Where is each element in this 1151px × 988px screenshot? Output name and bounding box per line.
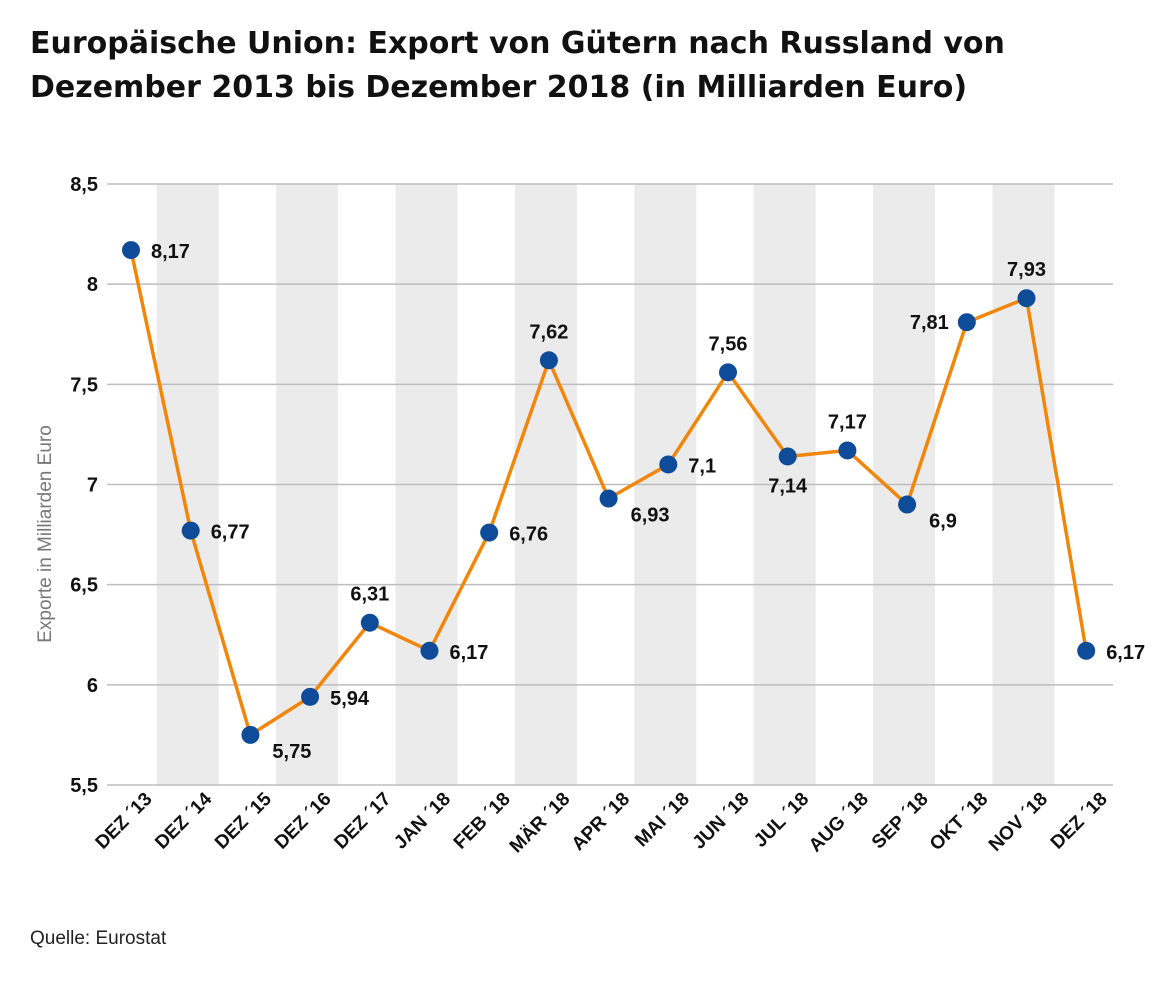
data-point-9	[659, 455, 678, 474]
x-tick-label-1: DEZ ´14	[151, 788, 216, 853]
x-tick-label-7: MÄR ´18	[506, 789, 575, 858]
data-point-5	[420, 641, 439, 660]
x-tick-label-6: FEB ´18	[450, 789, 515, 854]
x-tick-label-15: NOV ´18	[985, 789, 1052, 856]
y-tick-label-3: 7	[87, 475, 98, 497]
x-tick-label-14: OKT ´18	[926, 789, 992, 855]
data-point-10	[719, 363, 737, 382]
data-label-7: 7,62	[529, 321, 568, 343]
data-point-2	[241, 725, 260, 744]
data-point-15	[1017, 289, 1036, 308]
data-point-11	[778, 447, 797, 466]
data-point-7	[539, 351, 558, 370]
series-points	[122, 241, 1096, 744]
data-point-14	[957, 313, 976, 332]
data-label-11: 7,14	[768, 475, 808, 497]
x-tick-label-5: JAN ´18	[390, 789, 455, 854]
x-tick-label-8: APR ´18	[568, 789, 634, 855]
data-labels: 8,176,775,755,946,316,176,767,626,937,17…	[151, 241, 1145, 763]
y-tick-label-2: 6,5	[70, 575, 98, 597]
x-tick-label-16: DEZ ´18	[1047, 789, 1112, 854]
x-tick-label-3: DEZ ´16	[271, 789, 336, 854]
x-tick-label-4: DEZ ´17	[330, 789, 395, 854]
y-tick-label-6: 8,5	[70, 174, 98, 196]
data-point-8	[599, 489, 618, 508]
data-point-13	[898, 495, 917, 514]
data-label-9: 7,1	[688, 455, 716, 477]
x-tick-label-2: DEZ ´15	[211, 788, 276, 853]
data-label-10: 7,56	[709, 333, 748, 355]
source-note: Quelle: Eurostat	[30, 928, 167, 949]
y-tick-label-4: 7,5	[70, 374, 98, 396]
x-tick-label-12: AUG ´18	[805, 789, 873, 857]
y-axis-label: Exporte in Milliarden Euro	[35, 425, 56, 643]
data-point-1	[181, 521, 200, 540]
chart-title: Europäische Union: Export von Gütern nac…	[30, 22, 1110, 110]
x-tick-label-0: DEZ ´13	[92, 789, 157, 854]
data-label-12: 7,17	[828, 411, 867, 433]
data-point-12	[838, 441, 857, 460]
data-label-5: 6,17	[450, 642, 489, 664]
data-label-8: 6,93	[631, 505, 670, 527]
chart-gridlines	[107, 183, 1113, 786]
x-tick-label-11: JUL ´18	[750, 789, 813, 852]
data-label-14: 7,81	[910, 312, 949, 334]
data-point-16	[1077, 641, 1096, 660]
data-label-6: 6,76	[509, 524, 548, 546]
title-line-1: Europäische Union: Export von Gütern nac…	[30, 26, 1005, 61]
data-label-3: 5,94	[330, 688, 370, 710]
data-label-0: 8,17	[151, 241, 190, 263]
y-axis-ticks: 5,5 6 6,5 7 7,5 8 8,5	[70, 174, 98, 797]
data-point-4	[360, 613, 379, 632]
data-label-13: 6,9	[929, 511, 957, 533]
y-tick-label-5: 8	[87, 274, 98, 296]
y-tick-label-1: 6	[87, 675, 98, 697]
y-tick-label-0: 5,5	[70, 775, 98, 797]
data-point-0	[122, 241, 140, 260]
data-label-1: 6,77	[211, 522, 250, 544]
x-tick-label-9: MAI ´18	[631, 789, 694, 852]
data-label-2: 5,75	[272, 741, 311, 763]
data-label-16: 6,17	[1106, 642, 1145, 664]
x-tick-label-10: JUN ´18	[689, 789, 754, 854]
data-point-3	[301, 687, 320, 706]
title-line-2: Dezember 2013 bis Dezember 2018 (in Mill…	[30, 70, 968, 105]
data-label-15: 7,93	[1007, 259, 1046, 281]
data-point-6	[480, 523, 499, 542]
data-label-4: 6,31	[350, 584, 389, 606]
x-tick-label-13: SEP ´18	[868, 789, 933, 854]
